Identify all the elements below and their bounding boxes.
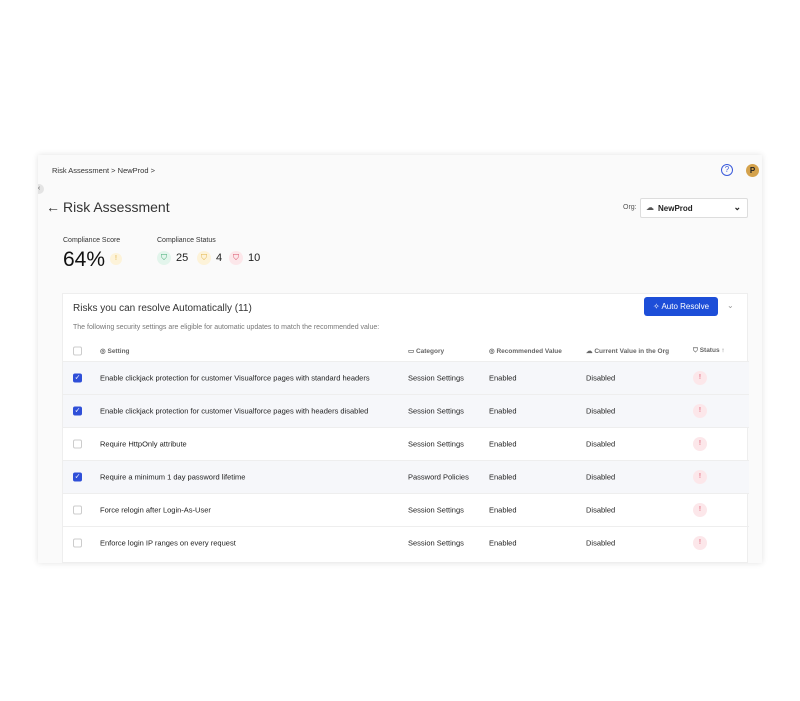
compliance-score: 64%: [63, 248, 106, 271]
table-row[interactable]: Force relogin after Login-As-User Sessio…: [63, 493, 749, 526]
table-header: ◎ Setting ▭ Category ◎ Recommended Value…: [63, 341, 749, 361]
recommended-value: Enabled: [489, 373, 517, 383]
app-window: Risk Assessment > NewProd > ‹ ? P ← Risk…: [38, 155, 762, 563]
auto-resolve-panel: Risks you can resolve Automatically (11)…: [62, 293, 749, 563]
row-checkbox[interactable]: [73, 538, 82, 548]
setting-name: Require HttpOnly attribute: [100, 439, 187, 449]
compliance-score-label: Compliance Score: [63, 237, 121, 244]
category: Password Policies: [408, 472, 469, 482]
current-value: Disabled: [586, 538, 616, 548]
risk-shield-icon: !: [693, 437, 707, 451]
failed-count: ⛉ 10: [229, 251, 260, 265]
collapse-sidebar-button[interactable]: ‹: [38, 184, 44, 194]
org-select[interactable]: ☁ NewProd ⌄: [640, 198, 748, 218]
category: Session Settings: [408, 538, 464, 548]
table-row[interactable]: Require HttpOnly attribute Session Setti…: [63, 427, 749, 460]
auto-resolve-button[interactable]: ✧ Auto Resolve: [644, 297, 718, 316]
back-arrow-icon[interactable]: ←: [46, 199, 60, 215]
page-title: Risk Assessment: [63, 199, 170, 215]
category: Session Settings: [408, 505, 464, 515]
shield-icon: ⛉: [197, 251, 211, 265]
setting-name: Enforce login IP ranges on every request: [100, 538, 236, 548]
help-icon[interactable]: ?: [721, 164, 733, 176]
org-value: NewProd: [658, 204, 693, 213]
recommended-value: Enabled: [489, 472, 517, 482]
table-row[interactable]: ✓ Enable clickjack protection for custom…: [63, 394, 749, 427]
current-value: Disabled: [586, 505, 616, 515]
setting-name: Enable clickjack protection for customer…: [100, 373, 370, 383]
column-recommended[interactable]: ◎ Recommended Value: [489, 348, 562, 355]
setting-name: Require a minimum 1 day password lifetim…: [100, 472, 246, 482]
panel-title: Risks you can resolve Automatically (11): [73, 303, 252, 314]
setting-name: Force relogin after Login-As-User: [100, 505, 211, 515]
row-checkbox[interactable]: ✓: [73, 373, 82, 383]
org-label: Org:: [623, 204, 637, 211]
passed-count: ⛉ 25: [157, 251, 188, 265]
cloud-icon: ☁: [646, 203, 654, 212]
table-row[interactable]: ✓ Enable clickjack protection for custom…: [63, 361, 749, 394]
row-checkbox[interactable]: ✓: [73, 472, 82, 482]
row-checkbox[interactable]: [73, 505, 82, 515]
column-setting[interactable]: ◎ Setting: [100, 348, 130, 355]
shield-alert-icon: ⛉: [229, 251, 243, 265]
risk-shield-icon: !: [693, 404, 707, 418]
recommended-value: Enabled: [489, 505, 517, 515]
breadcrumb[interactable]: Risk Assessment > NewProd >: [52, 166, 155, 175]
risk-shield-icon: !: [693, 503, 707, 517]
recommended-value: Enabled: [489, 439, 517, 449]
current-value: Disabled: [586, 472, 616, 482]
current-value: Disabled: [586, 406, 616, 416]
current-value: Disabled: [586, 373, 616, 383]
row-checkbox[interactable]: ✓: [73, 406, 82, 416]
compliance-status-label: Compliance Status: [157, 237, 216, 244]
category: Session Settings: [408, 439, 464, 449]
recommended-value: Enabled: [489, 406, 517, 416]
column-status[interactable]: ⛉ Status ↑: [693, 347, 725, 354]
row-checkbox[interactable]: [73, 439, 82, 449]
panel-subtitle: The following security settings are elig…: [73, 324, 380, 331]
chevron-down-icon[interactable]: ⌄: [727, 301, 734, 310]
shield-check-icon: ⛉: [157, 251, 171, 265]
chevron-down-icon: ⌄: [733, 202, 741, 212]
table-row[interactable]: ✓ Require a minimum 1 day password lifet…: [63, 460, 749, 493]
risk-shield-icon: !: [693, 371, 707, 385]
select-all-checkbox[interactable]: [73, 346, 82, 356]
risk-shield-icon: !: [693, 470, 707, 484]
current-value: Disabled: [586, 439, 616, 449]
column-current[interactable]: ☁ Current Value in the Org: [586, 348, 670, 355]
column-category[interactable]: ▭ Category: [408, 348, 445, 355]
category: Session Settings: [408, 373, 464, 383]
recommended-value: Enabled: [489, 538, 517, 548]
category: Session Settings: [408, 406, 464, 416]
table-row[interactable]: Enforce login IP ranges on every request…: [63, 526, 749, 559]
avatar[interactable]: P: [746, 164, 759, 177]
warning-icon: !: [110, 253, 122, 265]
setting-name: Enable clickjack protection for customer…: [100, 406, 369, 416]
warning-count: ⛉ 4: [197, 251, 222, 265]
risk-shield-icon: !: [693, 536, 707, 550]
